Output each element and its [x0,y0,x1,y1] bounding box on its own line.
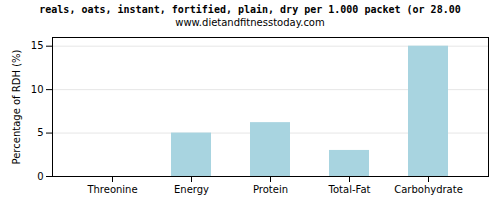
svg-text:Protein: Protein [253,184,288,195]
svg-text:0: 0 [37,171,43,182]
svg-text:15: 15 [31,40,44,51]
svg-text:Carbohydrate: Carbohydrate [394,184,463,195]
svg-text:Energy: Energy [174,184,209,195]
svg-text:Total-Fat: Total-Fat [328,184,371,195]
html-text:www.dietandfitnesstoday.com: www.dietandfitnesstoday.com [175,17,325,28]
svg-text:5: 5 [37,127,43,138]
svg-text:10: 10 [31,84,44,95]
svg-text:Threonine: Threonine [86,184,137,195]
svg-text:Percentage of RDH (%): Percentage of RDH (%) [11,49,22,164]
html-text:reals, oats, instant, fortifie: reals, oats, instant, fortified, plain, … [39,4,461,15]
